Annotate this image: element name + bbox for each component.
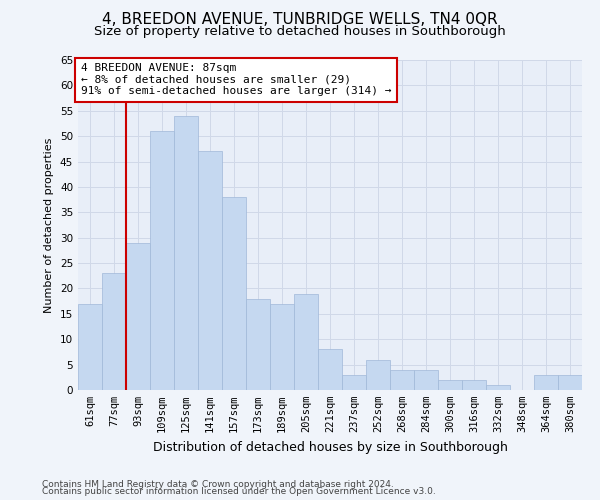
Bar bbox=[342, 375, 366, 390]
Text: Size of property relative to detached houses in Southborough: Size of property relative to detached ho… bbox=[94, 25, 506, 38]
Bar bbox=[270, 304, 294, 390]
Bar bbox=[294, 294, 318, 390]
Bar bbox=[222, 197, 246, 390]
Text: 4 BREEDON AVENUE: 87sqm
← 8% of detached houses are smaller (29)
91% of semi-det: 4 BREEDON AVENUE: 87sqm ← 8% of detached… bbox=[80, 64, 391, 96]
Bar bbox=[438, 380, 462, 390]
Bar bbox=[246, 298, 270, 390]
Bar bbox=[318, 350, 342, 390]
X-axis label: Distribution of detached houses by size in Southborough: Distribution of detached houses by size … bbox=[152, 440, 508, 454]
Bar bbox=[534, 375, 558, 390]
Bar bbox=[462, 380, 486, 390]
Bar bbox=[558, 375, 582, 390]
Bar bbox=[78, 304, 102, 390]
Bar bbox=[486, 385, 510, 390]
Bar bbox=[366, 360, 390, 390]
Bar bbox=[198, 152, 222, 390]
Text: 4, BREEDON AVENUE, TUNBRIDGE WELLS, TN4 0QR: 4, BREEDON AVENUE, TUNBRIDGE WELLS, TN4 … bbox=[102, 12, 498, 28]
Y-axis label: Number of detached properties: Number of detached properties bbox=[44, 138, 55, 312]
Text: Contains public sector information licensed under the Open Government Licence v3: Contains public sector information licen… bbox=[42, 487, 436, 496]
Bar bbox=[150, 131, 174, 390]
Bar bbox=[390, 370, 414, 390]
Bar bbox=[102, 273, 126, 390]
Bar bbox=[174, 116, 198, 390]
Text: Contains HM Land Registry data © Crown copyright and database right 2024.: Contains HM Land Registry data © Crown c… bbox=[42, 480, 394, 489]
Bar bbox=[126, 243, 150, 390]
Bar bbox=[414, 370, 438, 390]
